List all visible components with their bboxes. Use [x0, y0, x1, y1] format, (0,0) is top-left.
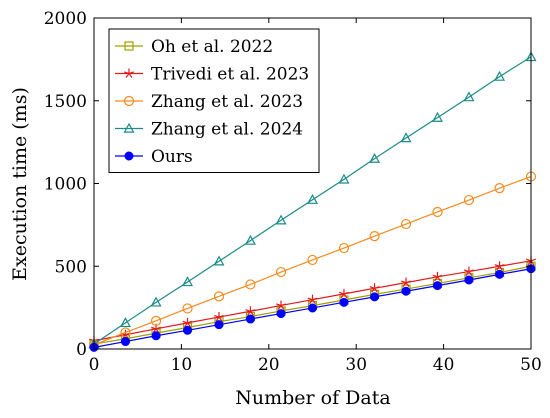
legend-entry-1: Trivedi et al. 2023	[115, 65, 309, 85]
y-tick-label-0: 0	[76, 340, 87, 360]
data-point-4-2	[151, 331, 161, 341]
data-point-1-3	[182, 317, 193, 328]
data-point-3-8	[338, 173, 350, 184]
series-4	[89, 264, 536, 352]
legend-label-2: Zhang et al. 2023	[151, 92, 303, 112]
legend-label-3: Zhang et al. 2024	[151, 120, 303, 140]
data-point-4-10	[401, 286, 411, 296]
data-point-3-4	[213, 255, 225, 266]
legend-entry-3: Zhang et al. 2024	[115, 120, 303, 140]
legend-entry-2: Zhang et al. 2023	[115, 92, 303, 112]
data-point-3-1	[119, 317, 131, 328]
data-point-4-12	[464, 275, 474, 285]
legend-marker-1	[124, 68, 134, 78]
data-point-3-12	[463, 91, 475, 102]
legend-label-1: Trivedi et al. 2023	[151, 65, 309, 85]
data-point-3-3	[181, 276, 194, 287]
data-point-4-9	[370, 292, 380, 302]
data-point-2-4	[213, 291, 225, 302]
series-1	[89, 255, 536, 346]
data-point-4-8	[339, 297, 349, 307]
data-point-1-4	[214, 312, 224, 322]
data-point-4-1	[120, 337, 130, 347]
legend-marker-3	[123, 122, 135, 133]
series-line-2	[93, 175, 532, 346]
data-point-4-3	[183, 325, 193, 335]
data-point-3-2	[150, 296, 162, 307]
legend-entry-0: Oh et al. 2022	[115, 37, 273, 57]
series-2	[88, 171, 537, 350]
legend: Oh et al. 2022 Trivedi et al. 2023 Zhang e…	[108, 28, 320, 173]
data-point-3-11	[431, 111, 444, 122]
x-tick-label-4: 40	[433, 355, 455, 375]
data-point-3-5	[244, 234, 256, 245]
data-point-1-5	[245, 306, 256, 316]
legend-marker-4	[124, 151, 134, 161]
data-point-3-7	[306, 193, 319, 204]
data-point-2-7	[307, 254, 318, 266]
data-point-3-13	[494, 70, 506, 81]
data-point-1-12	[464, 266, 474, 276]
x-tick-label-5: 50	[520, 355, 542, 375]
data-point-1-10	[401, 277, 411, 288]
legend-box	[108, 28, 320, 173]
series-layer	[88, 51, 537, 352]
data-point-1-7	[307, 294, 318, 305]
data-point-2-10	[400, 218, 412, 230]
data-point-4-7	[308, 303, 317, 313]
data-point-2-2	[150, 315, 162, 326]
data-point-1-9	[369, 283, 380, 293]
y-tick-label-2: 1000	[44, 175, 87, 195]
series-line-3	[93, 56, 532, 345]
data-point-1-8	[339, 288, 349, 299]
data-point-1-13	[494, 261, 505, 271]
data-point-4-11	[432, 281, 442, 291]
data-point-3-9	[369, 152, 381, 163]
data-point-4-5	[245, 314, 255, 324]
data-point-2-3	[182, 303, 193, 314]
data-point-2-12	[463, 194, 475, 206]
y-axis-label: Execution time (ms)	[9, 87, 31, 281]
x-tick-label-0: 0	[89, 355, 100, 375]
y-tick-label-1: 500	[55, 257, 87, 277]
x-axis-label: Number of Data	[235, 387, 390, 409]
data-point-4-13	[495, 269, 505, 279]
data-point-2-6	[275, 266, 287, 278]
x-tick-label-3: 30	[345, 355, 367, 375]
x-tick-label-1: 10	[171, 355, 193, 375]
legend-label-0: Oh et al. 2022	[151, 37, 273, 57]
data-point-2-11	[432, 206, 443, 218]
legend-marker-2	[123, 95, 135, 107]
legend-entry-4: Ours	[115, 147, 193, 167]
data-point-2-5	[245, 279, 256, 290]
data-point-2-9	[369, 231, 380, 242]
data-point-2-13	[494, 183, 505, 194]
data-point-1-11	[432, 271, 443, 282]
x-tick-label-2: 20	[258, 355, 280, 375]
data-point-1-6	[276, 300, 286, 310]
data-point-4-4	[214, 320, 224, 330]
data-point-3-6	[275, 214, 287, 225]
data-point-4-6	[276, 309, 286, 319]
legend-marker-0	[124, 41, 134, 51]
y-tick-label-3: 1500	[44, 92, 87, 112]
legend-label-4: Ours	[151, 147, 193, 167]
data-point-2-8	[338, 242, 350, 254]
data-point-1-2	[151, 323, 161, 334]
y-tick-label-4: 2000	[44, 9, 87, 29]
data-point-3-10	[400, 132, 412, 143]
data-point-2-1	[120, 327, 131, 338]
